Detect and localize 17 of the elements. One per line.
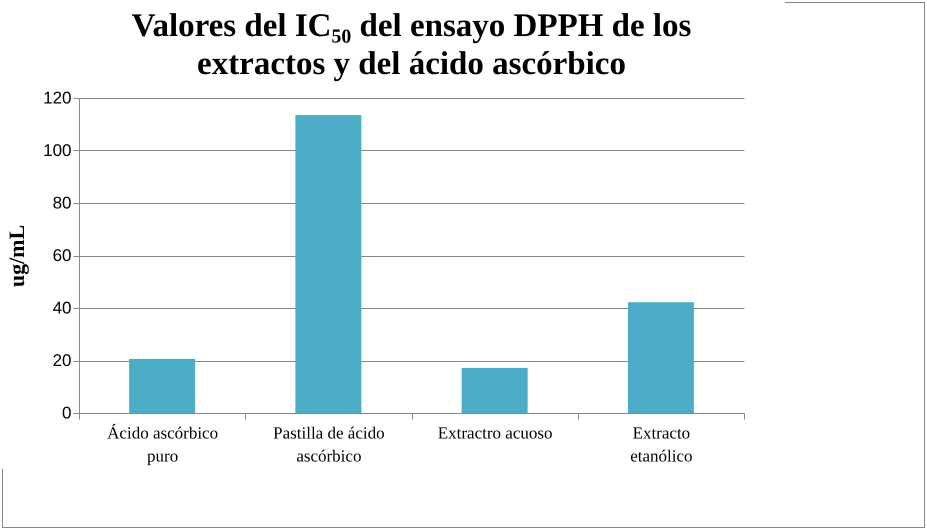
y-tick-label: 20 — [52, 351, 72, 370]
y-tick-label: 80 — [52, 194, 72, 212]
x-tick-label: Extractro acuoso — [438, 424, 552, 442]
x-tick-label: Ácido ascórbico puro — [107, 424, 218, 466]
bar — [295, 115, 362, 413]
bar — [462, 368, 528, 413]
bar — [628, 302, 694, 413]
y-tick-label: 60 — [52, 246, 72, 265]
y-tick-label: 40 — [52, 298, 72, 318]
bar — [129, 358, 196, 413]
y-tick-label: 120 — [43, 88, 72, 108]
y-axis-title: ug/mL — [4, 224, 30, 288]
x-tick-label: Pastilla de ácido ascórbico — [273, 424, 385, 466]
y-tick-label: 0 — [62, 404, 72, 422]
x-tick-label: Extracto etanólico — [630, 424, 693, 466]
chart-title: Valores del IC₅₀ del ensayo DPPH de los extractos y del ácido ascórbico — [132, 8, 692, 82]
y-tick-label: 100 — [43, 141, 72, 160]
